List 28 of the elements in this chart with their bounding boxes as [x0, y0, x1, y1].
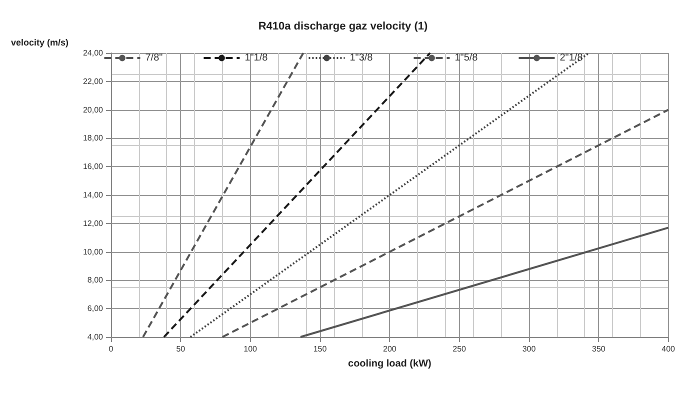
- y-tick-label: 22,00: [82, 76, 104, 86]
- y-tick-label: 14,00: [82, 190, 104, 200]
- y-tick-label: 4,00: [87, 332, 104, 342]
- x-tick-label: 150: [313, 344, 328, 354]
- legend-label: 2"1/8: [560, 52, 584, 64]
- legend-label: 1"1/8: [244, 52, 268, 64]
- y-tick-label: 16,00: [82, 162, 104, 172]
- y-tick-label: 6,00: [87, 304, 104, 314]
- x-axis-title: cooling load (kW): [348, 358, 432, 370]
- x-tick-label: 250: [452, 344, 467, 354]
- legend-label: 1"3/8: [350, 52, 374, 64]
- x-tick-label: 100: [244, 344, 258, 354]
- x-tick-label: 0: [108, 344, 114, 354]
- x-tick-label: 200: [382, 344, 397, 354]
- y-tick-label: 8,00: [87, 276, 104, 285]
- y-tick-label: 12,00: [82, 218, 104, 228]
- y-tick-label: 18,00: [82, 134, 104, 143]
- legend-label: 7/8": [145, 52, 164, 64]
- y-axis-title: velocity (m/s): [11, 38, 69, 48]
- chart-title: R410a discharge gaz velocity (1): [258, 20, 428, 32]
- y-tick-label: 24,00: [82, 48, 104, 58]
- x-tick-label: 50: [176, 344, 186, 354]
- y-tick-label: 20,00: [82, 105, 104, 114]
- x-tick-label: 300: [522, 344, 536, 354]
- legend-label: 1"5/8: [454, 52, 478, 64]
- y-tick-label: 10,00: [82, 247, 104, 256]
- x-tick-label: 400: [662, 344, 676, 354]
- x-tick-label: 350: [592, 344, 606, 354]
